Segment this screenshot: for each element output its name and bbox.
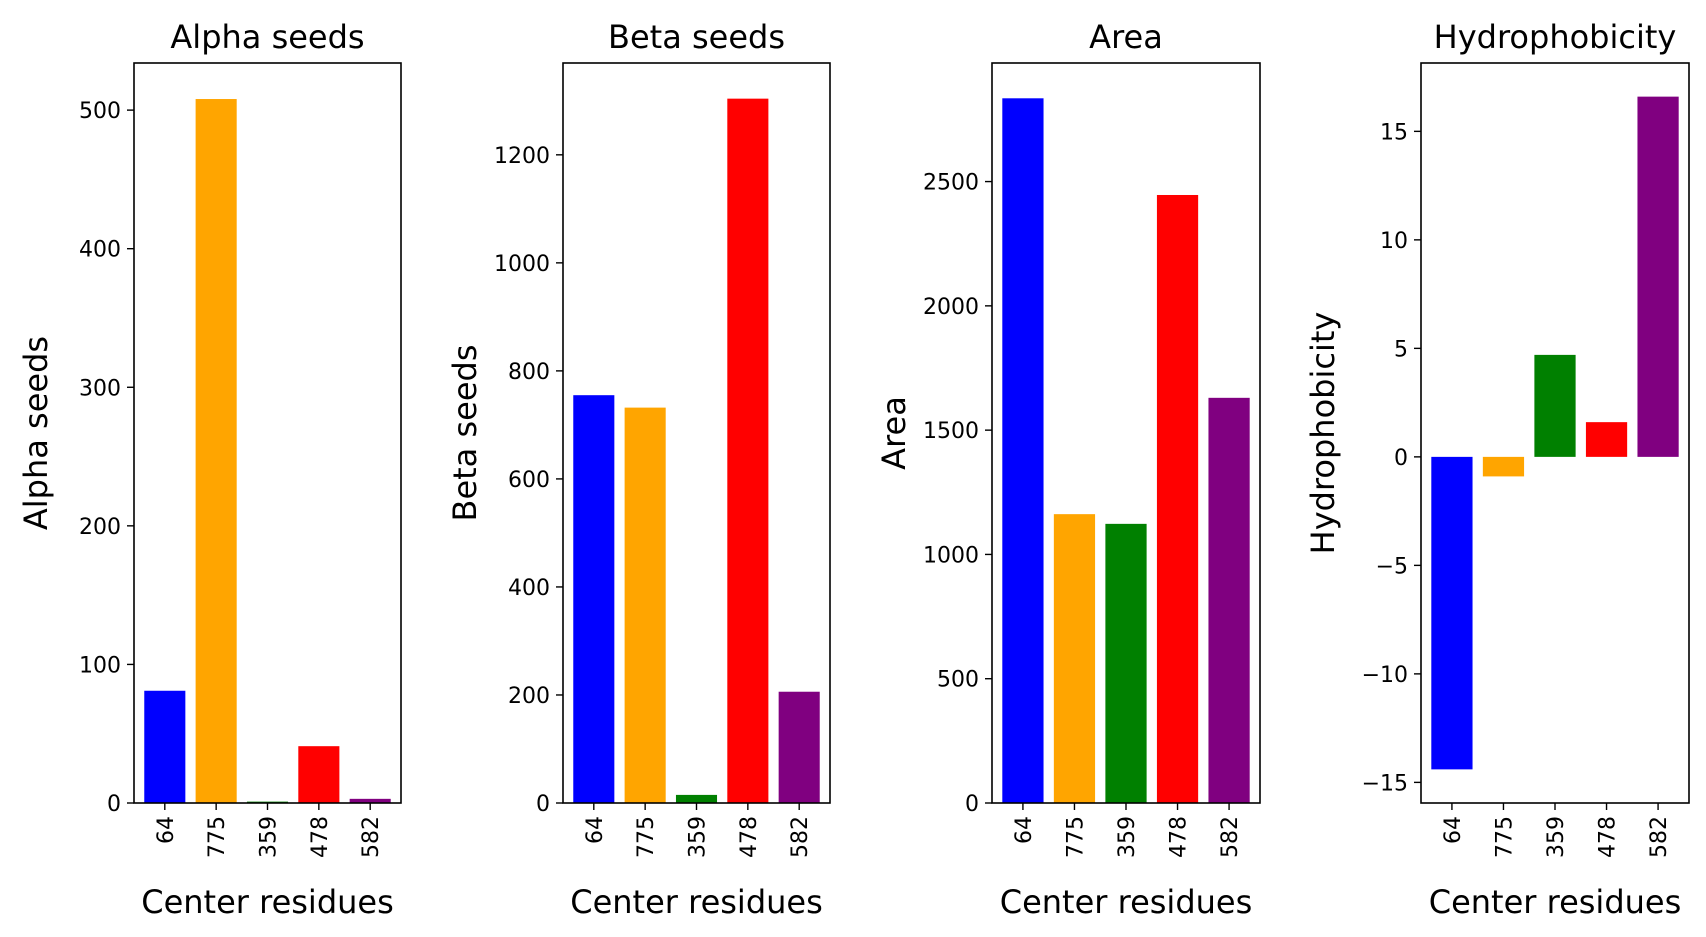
chart-panel-4: −15 −10 −5 0 5 10 15 64 775 359 478 582 Hydrophobici… xyxy=(1304,18,1690,921)
chart-title: Alpha seeds xyxy=(170,18,364,56)
y-tick-label: 100 xyxy=(79,653,121,678)
y-tick-label: 10 xyxy=(1380,229,1408,254)
bar-582 xyxy=(1637,96,1679,457)
bar-478 xyxy=(298,746,340,803)
x-axis-label: Center residues xyxy=(570,883,823,921)
bar-478 xyxy=(1156,194,1199,803)
y-tick-label: 400 xyxy=(79,238,121,263)
y-tick-label: 1000 xyxy=(923,543,979,568)
y-tick-label: 500 xyxy=(937,668,979,693)
chart-panel-3: 0 500 1000 1500 2000 2500 64 775 359 478 582 Area Ce… xyxy=(875,18,1261,921)
bar-359 xyxy=(1105,523,1147,803)
y-tick-label: 0 xyxy=(536,792,550,817)
bar-775 xyxy=(195,99,237,803)
bar-359 xyxy=(1534,354,1576,457)
y-tick-label: 1500 xyxy=(923,419,979,444)
y-axis-label: Beta seeds xyxy=(446,345,484,522)
bar-775 xyxy=(1482,456,1525,477)
x-tick-label: 478 xyxy=(308,816,333,858)
bar-478 xyxy=(727,98,769,803)
y-tick-label: 500 xyxy=(79,99,121,124)
y-tick-label: 5 xyxy=(1394,337,1408,362)
y-tick-label: 400 xyxy=(508,576,550,601)
y-tick-label: 300 xyxy=(79,376,121,401)
y-axis-label: Area xyxy=(875,396,913,470)
x-tick-label: 64 xyxy=(1441,816,1466,844)
bar-64 xyxy=(144,690,186,803)
chart-title: Hydrophobicity xyxy=(1434,18,1677,56)
bar-64 xyxy=(1002,98,1044,803)
y-axis-label: Alpha seeds xyxy=(17,336,55,530)
x-tick-label: 64 xyxy=(583,816,608,844)
x-tick-label: 582 xyxy=(1647,816,1672,858)
x-tick-label: 775 xyxy=(634,816,659,858)
y-tick-label: −5 xyxy=(1376,554,1408,579)
chart-panel-1: 0 100 200 300 400 500 64 775 359 478 582 Alpha seed… xyxy=(17,18,402,921)
y-tick-label: 15 xyxy=(1380,120,1408,145)
x-tick-label: 359 xyxy=(1115,816,1140,858)
x-tick-label: 775 xyxy=(1492,816,1517,858)
x-tick-label: 359 xyxy=(257,816,282,858)
bar-478 xyxy=(1585,422,1628,457)
x-tick-label: 359 xyxy=(1544,816,1569,858)
y-tick-label: 2500 xyxy=(923,171,979,196)
bar-582 xyxy=(1208,397,1250,803)
bar-775 xyxy=(624,407,666,803)
bar-64 xyxy=(1431,456,1473,770)
chart-title: Beta seeds xyxy=(608,18,785,56)
x-tick-label: 582 xyxy=(1218,816,1243,858)
x-tick-label: 775 xyxy=(205,816,230,858)
y-tick-label: 2000 xyxy=(923,295,979,320)
x-tick-label: 775 xyxy=(1063,816,1088,858)
bar-582 xyxy=(778,691,820,803)
y-tick-label: −10 xyxy=(1362,663,1408,688)
y-tick-label: 0 xyxy=(1394,446,1408,471)
y-tick-label: 200 xyxy=(79,515,121,540)
y-tick-label: 0 xyxy=(965,792,979,817)
y-tick-label: 800 xyxy=(508,360,550,385)
y-tick-label: 0 xyxy=(107,792,121,817)
x-tick-label: 64 xyxy=(154,816,179,844)
y-tick-label: 600 xyxy=(508,468,550,493)
y-axis-label: Hydrophobicity xyxy=(1304,312,1342,555)
chart-panel-2: 0 200 400 600 800 1000 1200 64 775 359 478 582 Beta … xyxy=(446,18,831,921)
y-tick-label: 1200 xyxy=(494,144,550,169)
x-axis-label: Center residues xyxy=(1429,883,1682,921)
y-tick-label: −15 xyxy=(1362,771,1408,796)
x-tick-label: 359 xyxy=(686,816,711,858)
bar-64 xyxy=(573,395,615,803)
bar-775 xyxy=(1053,514,1096,803)
chart-title: Area xyxy=(1089,18,1163,56)
x-axis-label: Center residues xyxy=(1000,883,1253,921)
y-tick-label: 200 xyxy=(508,684,550,709)
y-tick-label: 1000 xyxy=(494,252,550,277)
x-tick-label: 582 xyxy=(788,816,813,858)
x-axis-label: Center residues xyxy=(141,883,394,921)
x-tick-label: 478 xyxy=(1167,816,1192,858)
bar-359 xyxy=(675,794,718,803)
bar-582 xyxy=(349,798,391,803)
x-tick-label: 582 xyxy=(359,816,384,858)
x-tick-label: 478 xyxy=(1596,816,1621,858)
x-tick-label: 64 xyxy=(1012,816,1037,844)
x-tick-label: 478 xyxy=(737,816,762,858)
